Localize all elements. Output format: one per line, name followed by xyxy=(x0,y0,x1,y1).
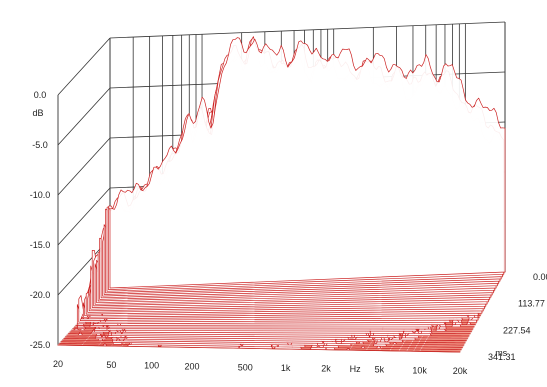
x-unit-label: Hz xyxy=(350,364,361,374)
left-wall-level-line xyxy=(57,87,111,146)
y-tick-label: -25.0 xyxy=(30,340,51,350)
z-tick-label: 0.00 xyxy=(533,272,547,282)
z-tick-label: 113.77 xyxy=(518,299,545,309)
x-tick-label: 200 xyxy=(184,361,199,371)
left-wall-level-line xyxy=(57,137,111,196)
x-tick-label: 1k xyxy=(281,363,291,373)
y-axis-label: dB xyxy=(32,108,43,118)
z-tick-label: 341.31 xyxy=(488,352,516,362)
y-tick-label: -20.0 xyxy=(30,290,51,300)
x-tick-label: 100 xyxy=(144,361,159,371)
z-tick-label: 227.54 xyxy=(503,325,531,335)
x-tick-label: 20k xyxy=(453,366,468,376)
x-tick-label: 50 xyxy=(106,360,116,370)
x-tick-label: 5k xyxy=(375,365,385,375)
back-wall-level-line xyxy=(109,21,506,39)
decay-slice xyxy=(109,37,506,289)
y-tick-label: -5.0 xyxy=(32,140,48,150)
axis-labels: 0.0 -5.0 -10.0 -15.0 -20.0 -25.0 dB 20 50 100 200 5… xyxy=(30,90,547,376)
x-tick-label: 20 xyxy=(53,359,63,369)
left-wall-level-line xyxy=(57,187,111,246)
left-wall-level-line xyxy=(57,37,111,96)
y-tick-label: 0.0 xyxy=(34,90,47,100)
x-tick-label: 2k xyxy=(321,364,331,374)
x-tick-label: 10k xyxy=(412,365,427,375)
z-unit-label: ms xyxy=(495,348,507,358)
decay-traces xyxy=(57,36,506,353)
y-tick-label: -10.0 xyxy=(30,190,51,200)
x-tick-label: 500 xyxy=(238,362,253,372)
y-tick-label: -15.0 xyxy=(30,240,51,250)
